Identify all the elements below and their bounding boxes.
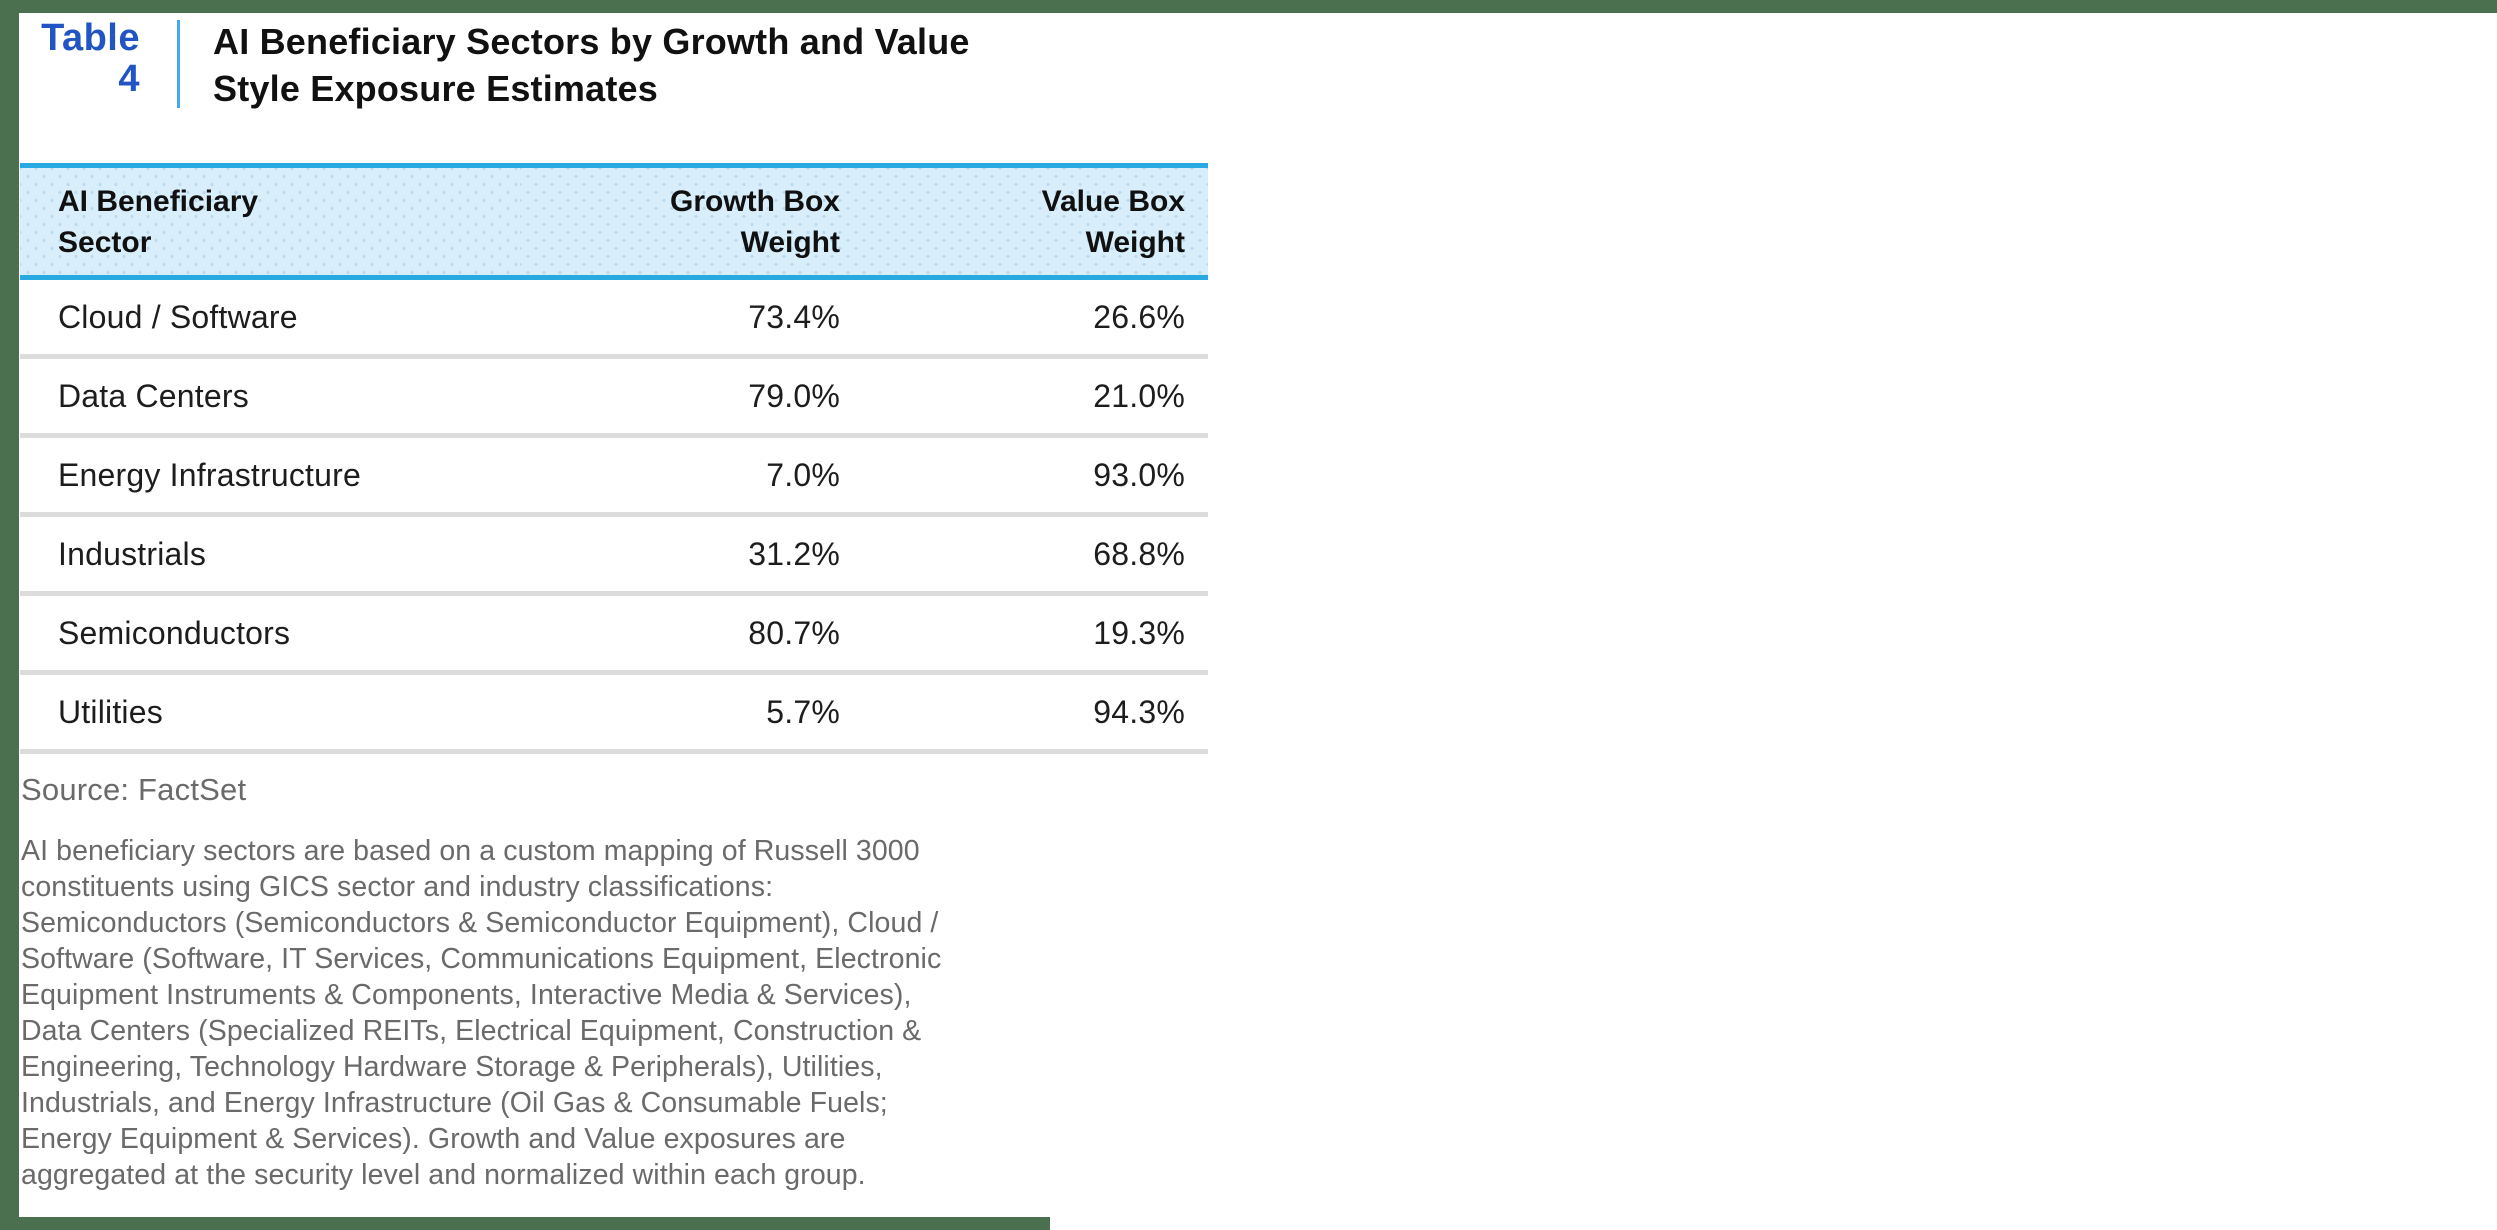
growth-weight-cell: 79.0% (520, 356, 840, 438)
page-title: AI Beneficiary Sectors by Growth and Val… (213, 18, 970, 112)
column-header-growth-line1: Growth Box (670, 184, 840, 218)
bottom-accent-bar (0, 1217, 1050, 1230)
growth-weight-cell: 73.4% (520, 277, 840, 359)
footnote-line: AI beneficiary sectors are based on a cu… (21, 835, 920, 867)
value-weight-cell: 21.0% (840, 356, 1208, 438)
sector-cell: Industrials (20, 514, 520, 596)
value-weight-cell: 19.3% (840, 593, 1208, 675)
column-header-sector-line2: Sector (58, 225, 152, 259)
footnote-line: Industrials, and Energy Infrastructure (… (21, 1087, 888, 1119)
table-label-word: Table (41, 17, 140, 59)
footnote-line: Energy Equipment & Services). Growth and… (21, 1123, 846, 1155)
table-row: Energy Infrastructure 7.0% 93.0% (20, 435, 1208, 517)
table-number-label: Table 4 (27, 18, 140, 100)
footnote-line: Data Centers (Specialized REITs, Electri… (21, 1015, 922, 1047)
column-header-sector-line1: AI Beneficiary (58, 184, 259, 218)
footnote-line: Equipment Instruments & Components, Inte… (21, 979, 912, 1011)
column-header-growth-line2: Weight (740, 225, 840, 259)
column-header-value-line2: Weight (1085, 225, 1185, 259)
sector-cell: Utilities (20, 672, 520, 754)
value-weight-cell: 26.6% (840, 277, 1208, 359)
sector-cell: Data Centers (20, 356, 520, 438)
growth-weight-cell: 31.2% (520, 514, 840, 596)
top-accent-bar (0, 0, 2497, 13)
footnote-line: Software (Software, IT Services, Communi… (21, 943, 942, 975)
table-row: Semiconductors 80.7% 19.3% (20, 593, 1208, 675)
table-header-row: AI Beneficiary Sector Growth Box Weight … (20, 163, 1208, 280)
value-weight-cell: 93.0% (840, 435, 1208, 517)
growth-weight-cell: 80.7% (520, 593, 840, 675)
table-label-number: 4 (118, 58, 140, 100)
methodology-footnote: AI beneficiary sectors are based on a cu… (21, 833, 1301, 1193)
title-divider (177, 20, 180, 108)
footnote-line: constituents using GICS sector and indus… (21, 871, 774, 903)
footnote-line: Semiconductors (Semiconductors & Semicon… (21, 907, 939, 939)
page-title-line1: AI Beneficiary Sectors by Growth and Val… (213, 21, 970, 62)
column-header-value: Value Box Weight (840, 163, 1208, 280)
growth-weight-cell: 5.7% (520, 672, 840, 754)
title-block: Table 4 AI Beneficiary Sectors by Growth… (27, 18, 970, 112)
source-attribution: Source: FactSet (21, 772, 247, 807)
page-title-line2: Style Exposure Estimates (213, 68, 658, 109)
footnote-line: aggregated at the security level and nor… (21, 1159, 866, 1191)
column-header-sector: AI Beneficiary Sector (20, 163, 520, 280)
sector-cell: Semiconductors (20, 593, 520, 675)
table-row: Industrials 31.2% 68.8% (20, 514, 1208, 596)
exposure-table: AI Beneficiary Sector Growth Box Weight … (20, 163, 1208, 754)
column-header-value-line1: Value Box (1041, 184, 1185, 218)
table-row: Data Centers 79.0% 21.0% (20, 356, 1208, 438)
column-header-growth: Growth Box Weight (520, 163, 840, 280)
value-weight-cell: 68.8% (840, 514, 1208, 596)
table-row: Cloud / Software 73.4% 26.6% (20, 277, 1208, 359)
sector-cell: Energy Infrastructure (20, 435, 520, 517)
sector-cell: Cloud / Software (20, 277, 520, 359)
value-weight-cell: 94.3% (840, 672, 1208, 754)
growth-weight-cell: 7.0% (520, 435, 840, 517)
table-row: Utilities 5.7% 94.3% (20, 672, 1208, 754)
footnote-line: Engineering, Technology Hardware Storage… (21, 1051, 883, 1083)
left-accent-bar (0, 0, 19, 1230)
